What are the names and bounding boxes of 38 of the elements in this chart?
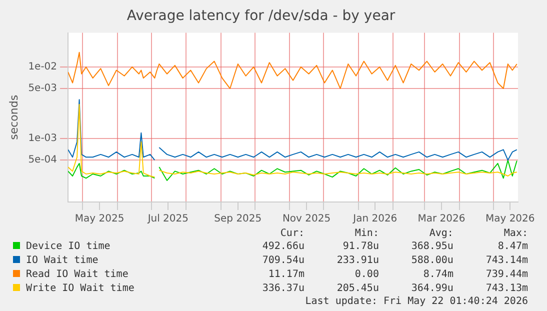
text: 336.37u [261, 282, 304, 296]
text: Max: [502, 228, 528, 240]
x-tick-label: Jan 2026 [352, 214, 398, 225]
legend-label: Write IO Wait time [25, 282, 136, 296]
text: 205.45u [336, 282, 379, 296]
text: Last update: Fri May 22 01:40:24 2026 [304, 296, 528, 308]
text: 709.54u [261, 254, 304, 268]
text: 8.74m [422, 268, 454, 282]
text: Min: [354, 228, 379, 240]
text: 364.99u [410, 282, 454, 296]
text: 588.00u [410, 254, 454, 268]
legend-label: Device IO time [25, 240, 112, 254]
text: 0.00 [354, 268, 379, 282]
text: 11.17m [267, 268, 304, 282]
text: 91.78u [342, 240, 379, 254]
y-tick-label: 5e-04 [28, 154, 58, 166]
y-axis-title: seconds [7, 94, 20, 140]
text: Cur: [279, 228, 304, 240]
text: 492.66u [261, 240, 304, 254]
chart-title: Average latency for /dev/sda - by year [126, 8, 396, 24]
x-tick-label: Nov 2025 [282, 214, 331, 225]
legend-label: Read IO Wait time [25, 268, 130, 282]
text: 739.44m [484, 268, 528, 282]
x-tick-label: May 2025 [74, 214, 124, 225]
y-tick-label: 5e-03 [28, 83, 58, 94]
y-tick-label: 1e-03 [28, 133, 58, 144]
text: 743.14m [484, 254, 528, 268]
x-tick-label: Sep 2025 [214, 214, 262, 225]
y-tick-label: 1e-02 [28, 62, 58, 73]
text: 368.95u [410, 240, 454, 254]
legend-label: IO Wait time [25, 254, 100, 268]
x-tick-label: Mar 2026 [418, 214, 466, 225]
x-tick-label: Jul 2025 [146, 214, 189, 225]
x-tick-label: May 2026 [485, 214, 535, 225]
text: 233.91u [336, 254, 379, 268]
text: 743.13m [484, 282, 528, 296]
text: 8.47m [496, 240, 528, 254]
text: Avg: [428, 228, 454, 240]
